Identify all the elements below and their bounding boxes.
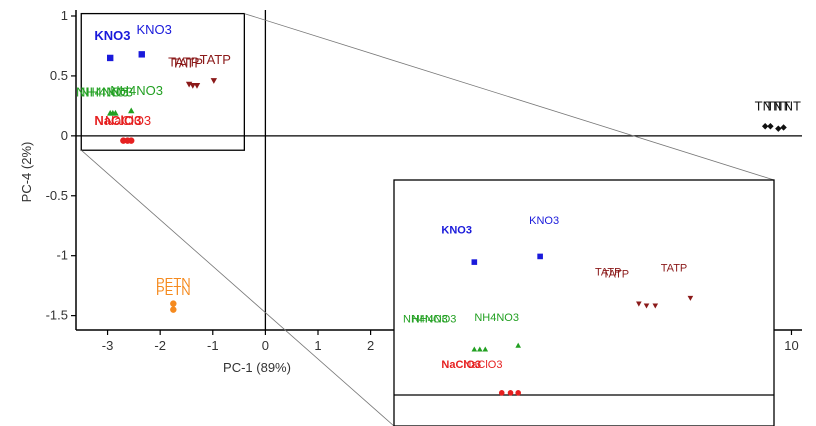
label-nh4no3: NH4NO3 (76, 84, 129, 99)
point-tatp (189, 82, 196, 89)
y-tick-label: 0.5 (50, 68, 68, 83)
tick-group: 1 0.5 0 -0.5 -1 -1.5 -3 -2 -1 0 1 2 10 (46, 8, 799, 353)
point-tnt (761, 123, 769, 130)
x-tick-label: 1 (314, 338, 321, 353)
label-nh4no3: NH4NO3 (110, 83, 163, 98)
point-tatp (193, 82, 201, 89)
inset-point-nh4no3 (471, 346, 478, 352)
inset-frame (393, 179, 775, 426)
label-kno3: KNO3 (94, 28, 130, 43)
label-tatp: TATP (200, 52, 231, 67)
label-tatp: TATP (172, 56, 203, 71)
label-petn: PETN (156, 283, 191, 298)
x-axis-label: PC-1 (89%) (223, 360, 291, 375)
y-tick-label: 1 (61, 8, 68, 23)
point-tnt (780, 124, 787, 131)
point-nh4no3 (112, 109, 119, 116)
point-tnt (767, 123, 774, 130)
inset-point-nh4no3 (515, 342, 521, 348)
x-tick-label: 10 (784, 338, 798, 353)
label-naclo3: NaClO3 (94, 113, 141, 128)
inset-point-tatp (687, 295, 694, 301)
inset-label-tatp: TATP (595, 266, 621, 278)
inset-point-naclo3 (507, 390, 514, 396)
inset-point-kno3 (471, 259, 478, 265)
inset-label-naclo3: NaClO3 (463, 359, 502, 371)
inset-point-nh4no3 (477, 346, 483, 352)
x-tick-label: -3 (102, 338, 114, 353)
point-tnt (775, 125, 782, 132)
point-tatp (210, 78, 218, 84)
inset-point-kno3 (537, 253, 543, 260)
y-tick-label: -1 (56, 248, 68, 263)
inset-label-kno3: KNO3 (441, 225, 472, 237)
point-kno3 (138, 51, 145, 58)
inset-point-tatp (636, 301, 642, 307)
label-tnt: TNT (776, 99, 801, 114)
point-nh4no3 (128, 107, 135, 114)
y-tick-label: -1.5 (46, 308, 68, 323)
inset-point-tatp (643, 303, 650, 309)
inset-label-nh4no3: NH4NO3 (412, 314, 457, 326)
inset-point-naclo3 (498, 390, 505, 396)
zoom-region-box (80, 12, 245, 151)
label-naclo3: NaClO3 (105, 113, 151, 128)
label-nh4no3: NH4NO3 (80, 84, 133, 99)
label-petn: PETN (156, 275, 191, 290)
inset-label-tatp: TATP (603, 268, 629, 280)
inset-label-kno3: KNO3 (529, 215, 559, 227)
point-naclo3 (128, 137, 135, 144)
label-tatp: TATP (168, 54, 199, 69)
x-tick-label: -2 (154, 338, 166, 353)
zoom-connector-line (80, 149, 395, 426)
inset-label-nh4no3: NH4NO3 (474, 312, 519, 324)
point-kno3 (106, 54, 114, 62)
inset-point-naclo3 (515, 390, 521, 396)
x-tick-label: 0 (262, 338, 269, 353)
label-tnt: TNT (755, 99, 780, 114)
inset-point-nh4no3 (482, 346, 489, 352)
y-tick-label: 0 (61, 128, 68, 143)
inset-label-naclo3: NaClO3 (441, 359, 481, 371)
zoom-connector-line (244, 13, 775, 181)
label-kno3: KNO3 (137, 22, 172, 37)
label-tnt: TNT (765, 99, 790, 114)
point-petn (170, 306, 177, 313)
inset-label-tatp: TATP (661, 263, 687, 275)
y-axis-label: PC-4 (2%) (19, 142, 34, 203)
inset-point-tatp (652, 303, 659, 309)
y-tick-label: -0.5 (46, 188, 68, 203)
inset-label-nh4no3: NH4NO3 (403, 314, 448, 326)
point-petn (170, 300, 177, 307)
main-plot-marks: KNO3 KNO3TATPTATPTATPNH4NO3NH4NO3NH4NO3Na… (76, 22, 801, 313)
x-tick-label: -1 (207, 338, 219, 353)
x-tick-label: 2 (367, 338, 374, 353)
